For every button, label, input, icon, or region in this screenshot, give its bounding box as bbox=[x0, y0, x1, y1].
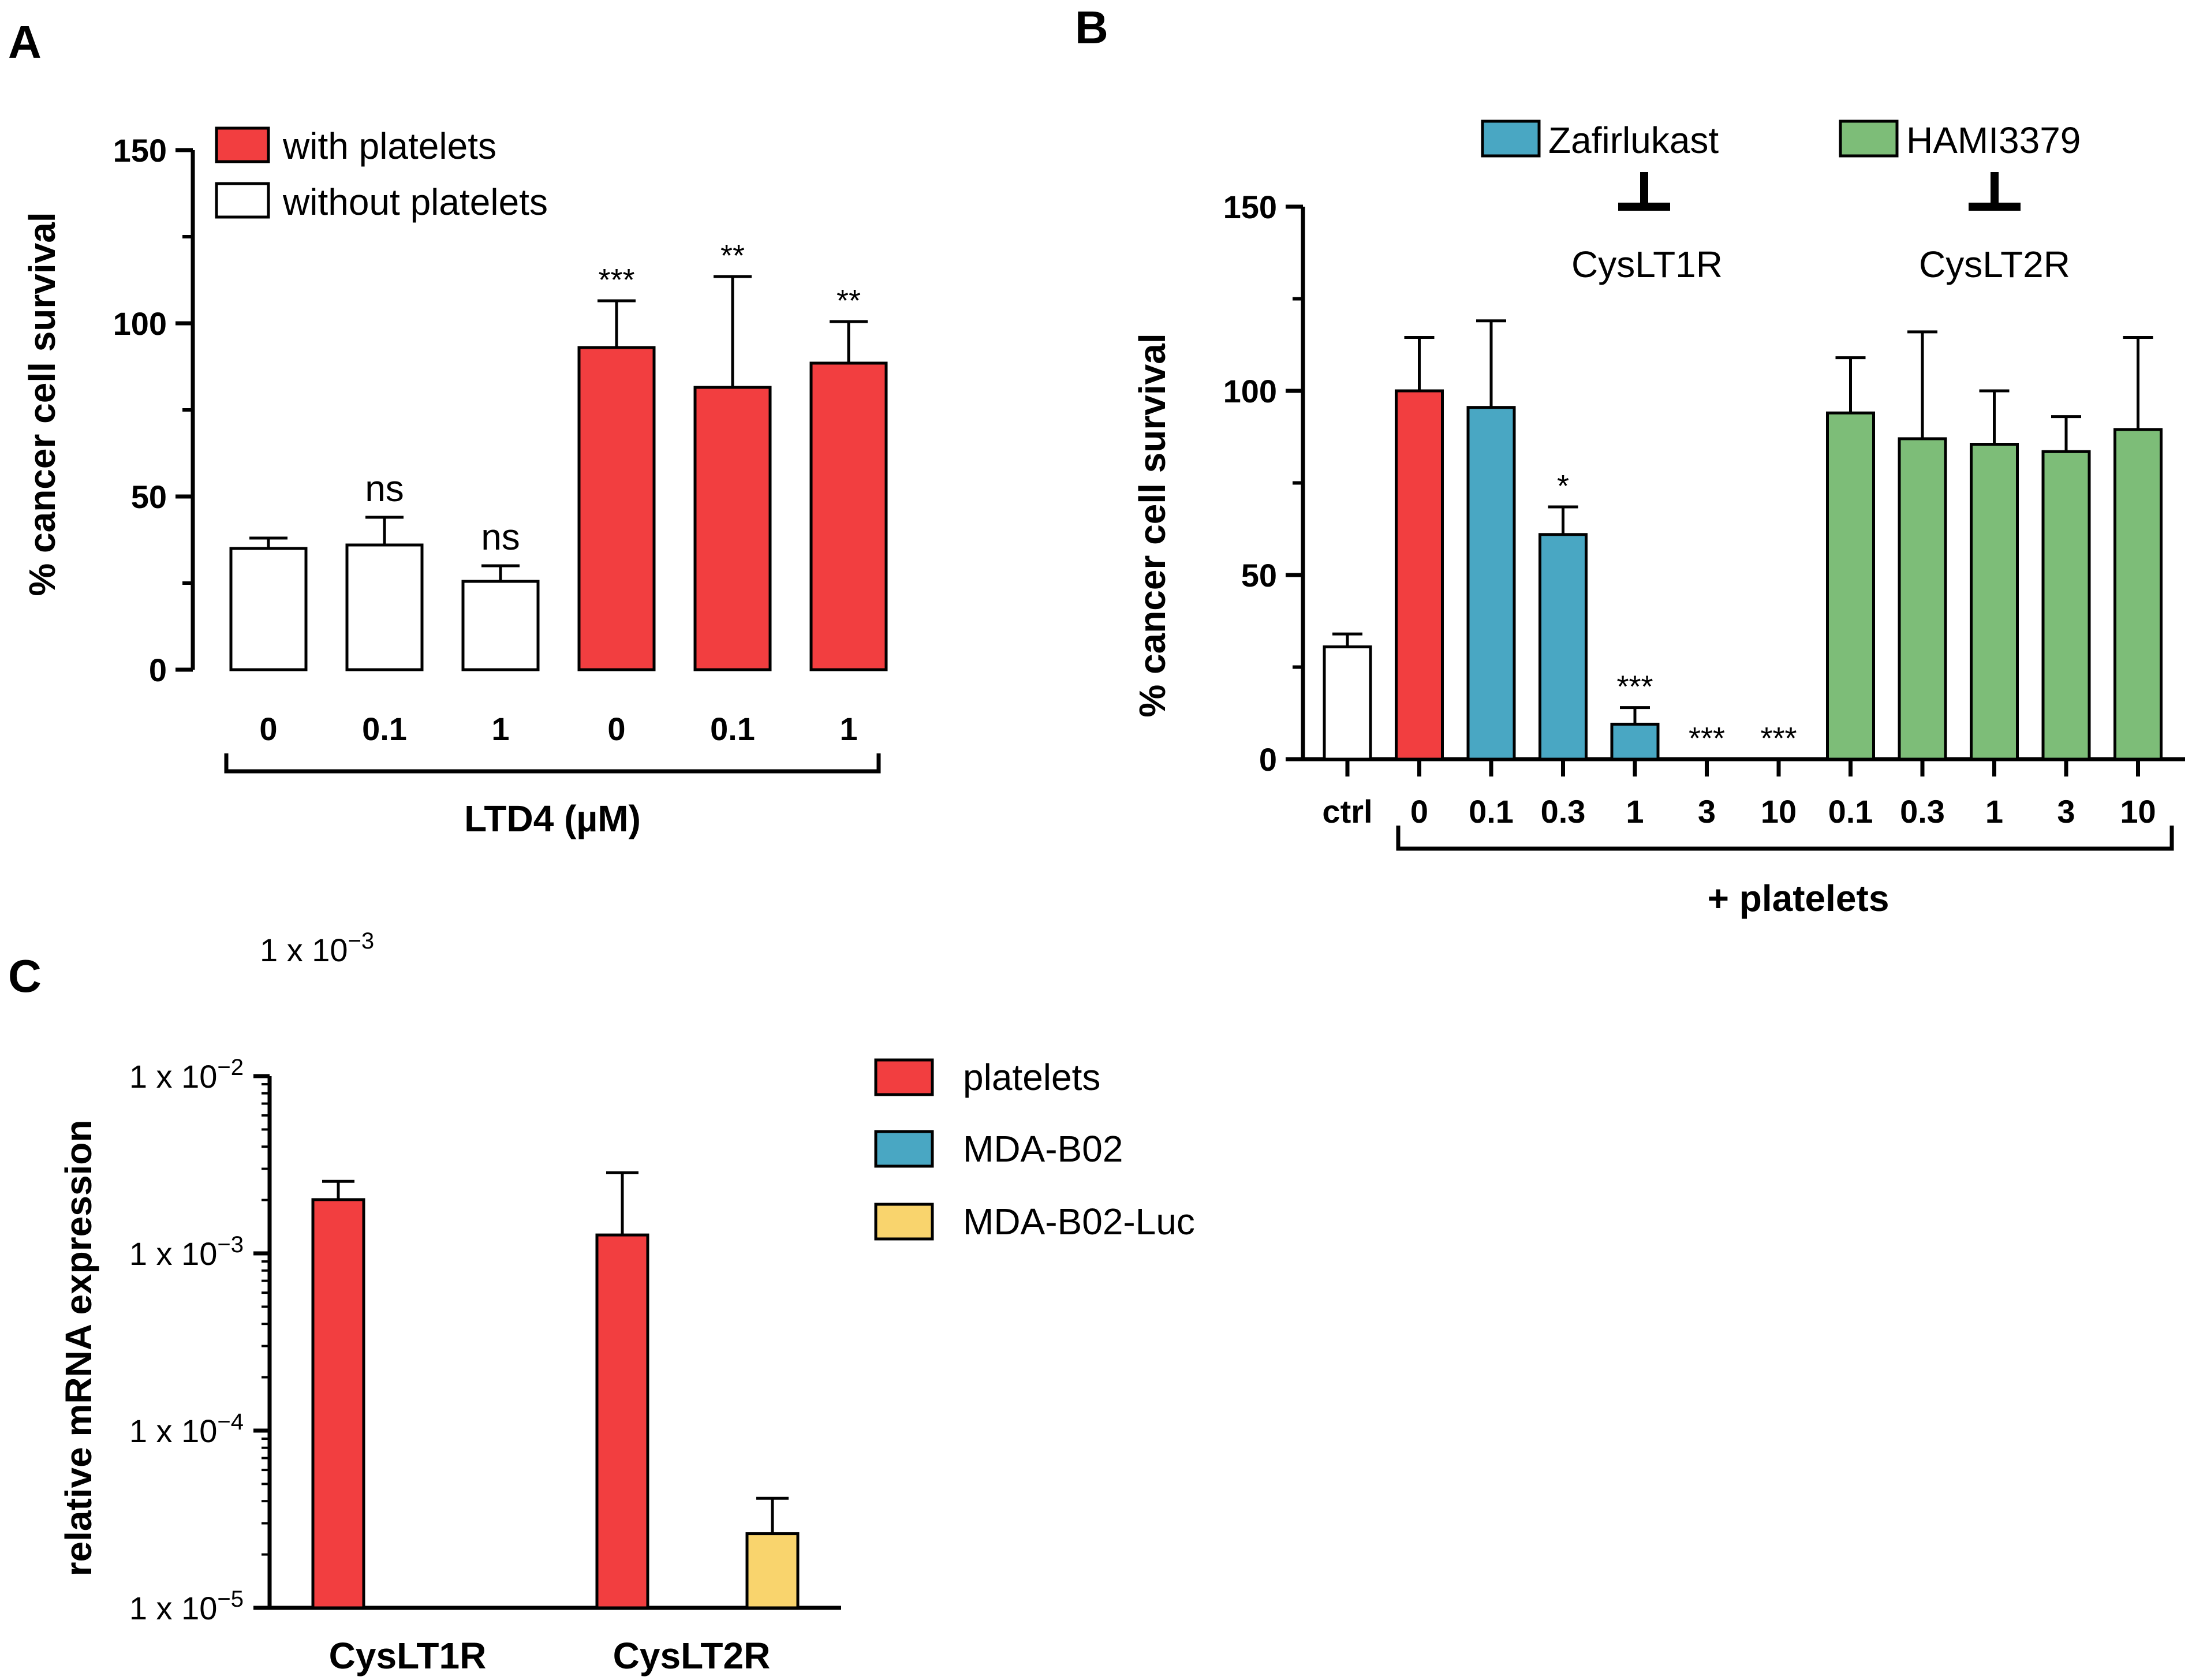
panel-b-bar bbox=[1538, 533, 1588, 761]
panel-b-y-tick-label: 0 bbox=[1259, 741, 1277, 778]
panel-b-significance-label: *** bbox=[1760, 721, 1797, 756]
panel-a-y-tick-label: 0 bbox=[149, 652, 167, 688]
panel-a-significance-label: ns bbox=[481, 516, 520, 558]
panel-b-x-tick-label: 10 bbox=[2120, 793, 2156, 830]
legend-swatch-mda-b02-luc bbox=[874, 1203, 934, 1241]
panel-b-significance-label: *** bbox=[1616, 670, 1653, 704]
panel-b-bar bbox=[1610, 722, 1660, 761]
panel-b-significance-label: * bbox=[1557, 469, 1569, 503]
panel-letter-b: B bbox=[1075, 2, 1108, 53]
panel-a-x-tick-label: 0 bbox=[607, 711, 625, 747]
panel-b-bar bbox=[1395, 389, 1444, 761]
panel-c-bar bbox=[745, 1532, 800, 1610]
panel-a-bar bbox=[577, 346, 656, 671]
panel-a-x-tick-label: 1 bbox=[839, 711, 857, 747]
stray-axis-label: 1 x 10−3 bbox=[260, 928, 374, 968]
panel-a-bar bbox=[345, 543, 424, 671]
panel-b-x-tick-label: 3 bbox=[1698, 793, 1716, 830]
legend-label-hami3379: HAMI3379 bbox=[1906, 120, 2081, 161]
legend-swatch-zafirlukast bbox=[1481, 120, 1541, 158]
panel-b-x-tick-label: 1 bbox=[1626, 793, 1644, 830]
legend-label-with-platelets: with platelets bbox=[282, 125, 496, 167]
panel-b-x-tick-label: 0 bbox=[1410, 793, 1428, 830]
panel-a-bar bbox=[693, 386, 772, 671]
panel-c-y-tick-label: 1 x 10−2 bbox=[129, 1055, 244, 1095]
panel-b-x-tick-label: 3 bbox=[2057, 793, 2075, 830]
panel-a-chart: % cancer cell survival 0 50 100 150 0 ns 0.1 n… bbox=[21, 125, 888, 839]
panel-c-y-tick-label: 1 x 10−5 bbox=[129, 1586, 244, 1626]
legend-label-zafirlukast: Zafirlukast bbox=[1548, 120, 1719, 161]
panel-b-bar bbox=[1466, 406, 1516, 761]
panel-a-bar bbox=[809, 361, 888, 671]
panel-b-significance-label: *** bbox=[1689, 721, 1725, 756]
panel-a-significance-label: ns bbox=[365, 468, 404, 509]
legend-swatch-hami3379 bbox=[1839, 120, 1899, 158]
panel-b-bar bbox=[1898, 437, 1947, 761]
panel-a-y-tick-label: 50 bbox=[131, 479, 167, 515]
panel-b-chart: % cancer cell survival 0 50 100 150 ctrl 0 0.… bbox=[1132, 120, 2185, 919]
panel-b-y-tick-label: 100 bbox=[1223, 373, 1277, 409]
panel-a-significance-label: ** bbox=[720, 238, 745, 273]
panel-c-bar bbox=[311, 1198, 365, 1610]
panel-c-y-tick-label: 1 x 10−3 bbox=[129, 1232, 244, 1272]
panel-b-x-tick-label: 1 bbox=[1985, 793, 2003, 830]
panel-letter-a: A bbox=[8, 16, 42, 68]
panel-b-x-tick-label: 0.1 bbox=[1469, 793, 1514, 830]
panel-a-y-tick-label: 150 bbox=[113, 132, 167, 169]
panel-b-y-tick-label: 150 bbox=[1223, 189, 1277, 225]
panel-a-significance-label: *** bbox=[598, 263, 634, 297]
panel-c-x-tick-label: CysLT2R bbox=[613, 1635, 771, 1677]
legend-label-mda-b02: MDA-B02 bbox=[963, 1128, 1123, 1170]
panel-b-bar bbox=[1826, 411, 1875, 761]
legend-label-platelets: platelets bbox=[963, 1056, 1100, 1098]
panel-b-x-tick-label: 0.1 bbox=[1828, 793, 1873, 830]
target-label-cysltr1: CysLT1R bbox=[1571, 244, 1723, 285]
panel-a-bracket bbox=[224, 753, 881, 774]
panel-a-bar bbox=[461, 580, 540, 671]
panel-b-bar bbox=[2113, 428, 2163, 761]
panel-b-bar bbox=[2041, 450, 2091, 761]
target-label-cysltr2: CysLT2R bbox=[1919, 244, 2070, 285]
panel-a-y-tick-label: 100 bbox=[113, 305, 167, 342]
panel-a-x-tick-label: 1 bbox=[491, 711, 509, 747]
panel-b-bar bbox=[1323, 645, 1372, 761]
panel-letter-c: C bbox=[8, 950, 42, 1002]
legend-swatch-with-platelets bbox=[215, 126, 270, 163]
panel-b-x-tick-label: 0.3 bbox=[1541, 793, 1586, 830]
legend-label-mda-b02-luc: MDA-B02-Luc bbox=[963, 1201, 1195, 1242]
legend-swatch-platelets bbox=[874, 1058, 934, 1096]
legend-label-without-platelets: without platelets bbox=[282, 181, 548, 223]
panel-c-y-axis-label: relative mRNA expression bbox=[58, 1120, 99, 1577]
panel-b-y-tick-label: 50 bbox=[1241, 557, 1277, 593]
panel-b-x-tick-label: 10 bbox=[1761, 793, 1797, 830]
legend-swatch-without-platelets bbox=[215, 182, 270, 219]
panel-a-x-axis-label: LTD4 (µM) bbox=[464, 798, 641, 839]
panel-a-y-axis-label: % cancer cell survival bbox=[21, 212, 63, 596]
panel-a-x-tick-label: 0.1 bbox=[362, 711, 407, 747]
panel-b-y-axis-label: % cancer cell survival bbox=[1132, 333, 1173, 717]
panel-b-bracket bbox=[1396, 826, 2174, 851]
panel-b-x-tick-label: ctrl bbox=[1322, 793, 1372, 830]
panel-c-chart: 1 x 10−3 relative mRNA expression 1 x 10… bbox=[58, 928, 1195, 1677]
panel-b-bar bbox=[1970, 443, 2019, 761]
legend-swatch-mda-b02 bbox=[874, 1130, 934, 1168]
panel-a-x-tick-label: 0 bbox=[259, 711, 277, 747]
panel-c-y-tick-label: 1 x 10−4 bbox=[129, 1409, 244, 1449]
panel-a-x-tick-label: 0.1 bbox=[710, 711, 755, 747]
panel-c-x-tick-label: CysLT1R bbox=[329, 1635, 487, 1677]
panel-b-x-tick-label: 0.3 bbox=[1900, 793, 1945, 830]
panel-a-significance-label: ** bbox=[837, 283, 861, 318]
panel-b-x-axis-label: + platelets bbox=[1708, 878, 1889, 919]
panel-a-bar bbox=[229, 547, 308, 671]
panel-c-bar bbox=[595, 1233, 649, 1610]
